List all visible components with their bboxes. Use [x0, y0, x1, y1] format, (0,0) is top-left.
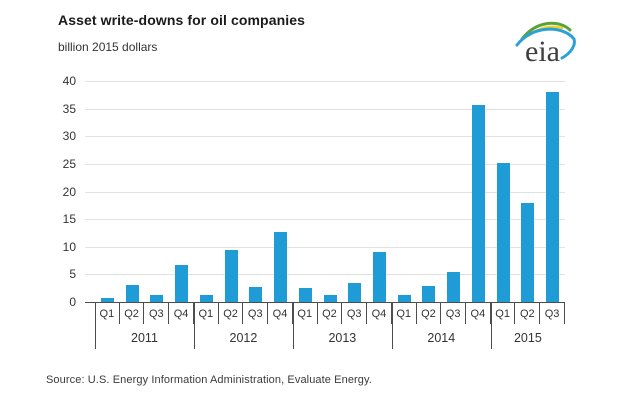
year-separator — [95, 303, 96, 349]
bar-2011-Q1 — [100, 297, 114, 302]
bar-2012-Q1 — [199, 294, 213, 302]
x-tick-2011-Q4: Q4 — [169, 303, 194, 324]
x-tick-2012-Q1: Q1 — [194, 303, 219, 324]
year-separator — [194, 303, 195, 349]
logo-blue-swoosh — [515, 27, 576, 60]
year-separator — [293, 303, 294, 349]
x-tick-2011-Q1: Q1 — [95, 303, 120, 324]
bar-2011-Q3 — [150, 295, 164, 302]
y-tick-label-20: 20 — [62, 185, 76, 199]
bar-2014-Q1 — [397, 295, 411, 302]
eia-logo-graphic: eia — [515, 21, 576, 68]
x-tick-2013-Q3: Q3 — [342, 303, 368, 324]
bar-2013-Q1 — [298, 288, 312, 302]
bar-2012-Q3 — [249, 286, 263, 302]
y-tick-label-15: 15 — [62, 212, 76, 226]
x-tick-2013-Q1: Q1 — [293, 303, 318, 324]
y-tick-label-25: 25 — [62, 157, 76, 171]
y-tick-label-10: 10 — [62, 240, 76, 254]
x-tick-2012-Q4: Q4 — [268, 303, 293, 324]
x-tick-2014-Q2: Q2 — [417, 303, 442, 324]
bar-2013-Q2 — [323, 295, 337, 302]
bar-2014-Q3 — [447, 272, 461, 302]
y-tick-label-0: 0 — [69, 295, 76, 309]
gridline-20 — [85, 192, 565, 193]
y-tick-label-40: 40 — [62, 74, 76, 88]
x-tick-2014-Q3: Q3 — [441, 303, 467, 324]
bar-2015-Q2 — [521, 203, 535, 302]
source-note: Source: U.S. Energy Information Administ… — [46, 374, 372, 386]
chart-units-label: billion 2015 dollars — [58, 40, 158, 54]
bar-2015-Q1 — [496, 162, 510, 302]
chart-title: Asset write-downs for oil companies — [58, 12, 305, 28]
bar-2012-Q4 — [274, 232, 288, 302]
bar-2014-Q4 — [471, 105, 485, 302]
x-tick-2013-Q4: Q4 — [367, 303, 392, 324]
gridline-5 — [85, 274, 565, 275]
x-tick-2012-Q2: Q2 — [219, 303, 244, 324]
eia-logo-text: eia — [525, 35, 560, 68]
year-label-2014: 2014 — [427, 331, 456, 345]
x-tick-2014-Q4: Q4 — [466, 303, 491, 324]
bar-2014-Q2 — [422, 286, 436, 302]
year-separator — [392, 303, 393, 349]
gridline-15 — [85, 219, 565, 220]
bar-2011-Q2 — [125, 285, 139, 302]
x-tick-2014-Q1: Q1 — [392, 303, 417, 324]
bar-2015-Q3 — [546, 91, 560, 302]
gridline-35 — [85, 109, 565, 110]
year-separator — [491, 303, 492, 349]
gridline-40 — [85, 81, 565, 82]
bar-2012-Q2 — [224, 250, 238, 302]
gridline-10 — [85, 247, 565, 248]
year-label-2013: 2013 — [328, 331, 357, 345]
x-tick-2011-Q2: Q2 — [120, 303, 145, 324]
x-tick-2015-Q1: Q1 — [491, 303, 516, 324]
plot-area — [85, 81, 565, 303]
year-label-2011: 2011 — [131, 331, 158, 345]
bar-2013-Q4 — [372, 252, 386, 302]
x-tick-2013-Q2: Q2 — [318, 303, 343, 324]
gridline-25 — [85, 164, 565, 165]
x-tick-2011-Q3: Q3 — [144, 303, 170, 324]
bar-2013-Q3 — [348, 283, 362, 302]
y-tick-label-5: 5 — [69, 267, 76, 281]
year-label-2012: 2012 — [229, 331, 258, 345]
x-tick-2015-Q3: Q3 — [540, 303, 565, 324]
x-tick-2015-Q2: Q2 — [515, 303, 541, 324]
gridline-30 — [85, 136, 565, 137]
y-tick-label-30: 30 — [62, 129, 76, 143]
bar-2011-Q4 — [175, 265, 189, 302]
x-axis-quarter-row: Q1 Q2 Q3 Q4 Q1 Q2 Q3 Q4 Q1 Q2 Q3 Q4 Q1 Q2 Q3 Q4 Q1 Q2 Q3 — [95, 303, 565, 324]
eia-logo: eia — [512, 14, 580, 70]
x-tick-2012-Q3: Q3 — [243, 303, 269, 324]
y-tick-label-35: 35 — [62, 102, 76, 116]
year-label-2015: 2015 — [513, 331, 542, 345]
